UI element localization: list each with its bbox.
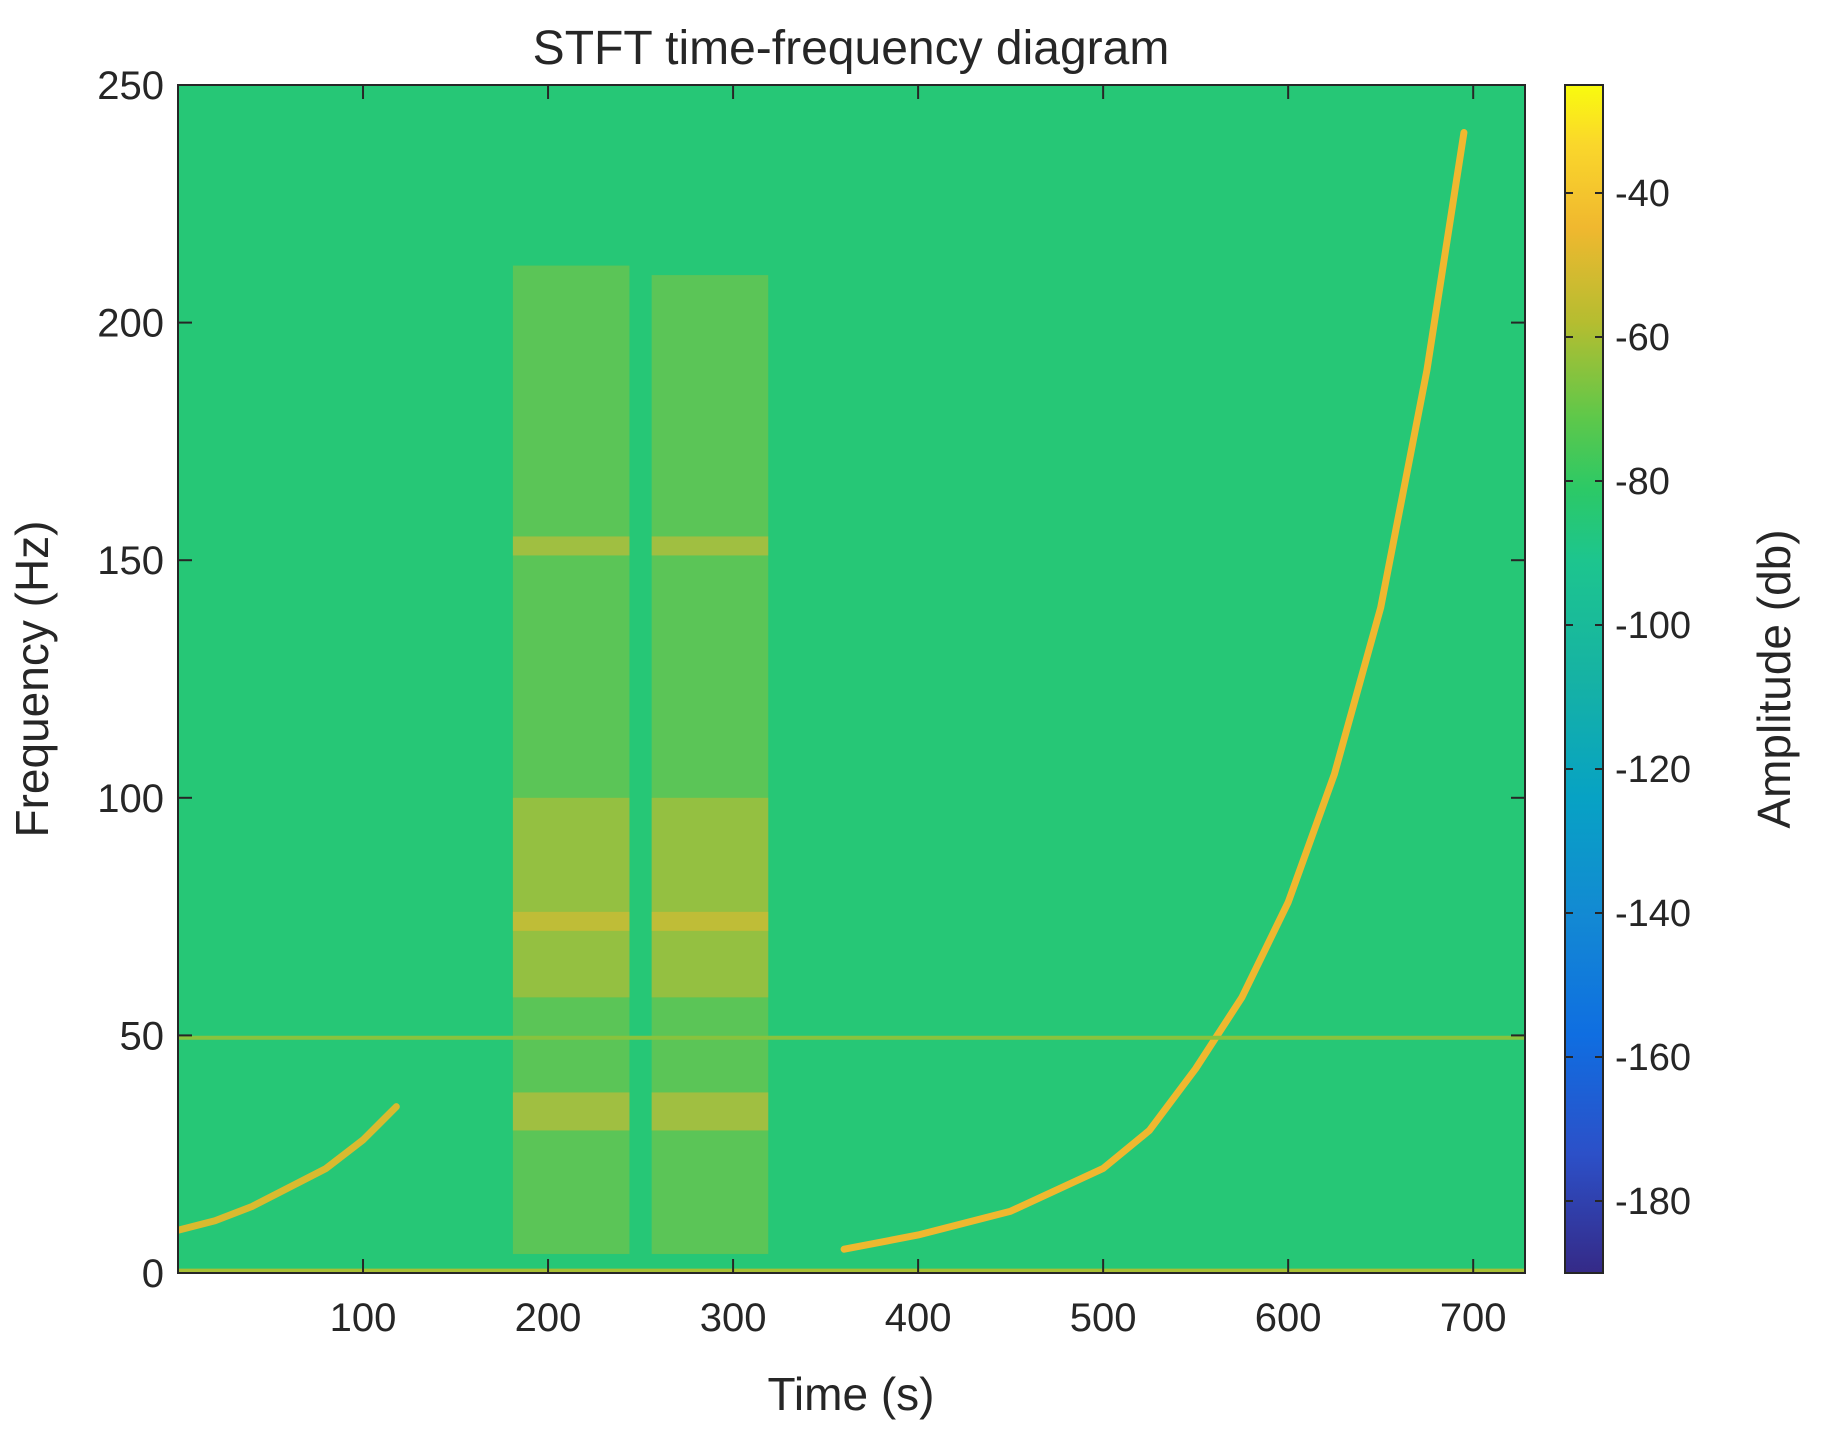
colorbar-tick-label: -140 [1615,893,1691,935]
colorbar-tick-label: -120 [1615,749,1691,791]
colorbar-tick-label: -40 [1615,173,1670,215]
y-axis-label: Frequency (Hz) [6,521,58,838]
x-tick-label: 100 [330,1296,397,1340]
energy-block-10 [512,536,630,556]
spectrogram-features [178,129,1525,1273]
chirp-trace-1 [840,129,1468,1253]
energy-block-9 [651,1092,769,1131]
y-tick-label: 50 [120,1014,165,1058]
colorbar-tick-label: -80 [1615,461,1670,503]
colorbar-tick-label: -180 [1615,1181,1691,1223]
energy-block-11 [651,536,769,556]
colorbar-ticks: -40 -60 -80 -100 -120 -140 -160 -180 [1565,173,1691,1223]
x-tick-label: 700 [1440,1296,1507,1340]
x-tick-label: 400 [885,1296,952,1340]
colorbar-tick-label: -160 [1615,1037,1691,1079]
energy-block-7 [651,797,769,998]
plot-area: 100 200 300 400 500 600 700 0 50 100 150 200 250 [97,64,1526,1340]
energy-block-12 [512,911,630,931]
energy-block-13 [651,911,769,931]
energy-block-8 [512,1092,630,1131]
energy-block-5 [651,275,769,1254]
chirp-trace-0 [178,1103,400,1234]
energy-block-4 [512,265,630,1254]
y-tick-label: 200 [97,302,164,346]
x-tick-label: 300 [700,1296,767,1340]
x-axis-label: Time (s) [768,1368,935,1420]
y-tick-label: 150 [97,539,164,583]
y-tick-label: 100 [97,777,164,821]
y-axis-ticks: 0 50 100 150 200 250 [97,64,1525,1296]
colorbar-tick-label: -60 [1615,317,1670,359]
x-tick-label: 500 [1070,1296,1137,1340]
colorbar: -40 -60 -80 -100 -120 -140 -160 -180 [1564,84,1691,1274]
colorbar-label: Amplitude (db) [1748,529,1800,828]
x-tick-label: 600 [1255,1296,1322,1340]
plot-frame [177,84,1526,1274]
colorbar-gradient [1565,85,1603,1273]
colorbar-tick-label: -100 [1615,605,1691,647]
plot-background [178,85,1525,1273]
y-tick-label: 250 [97,64,164,108]
x-tick-label: 200 [515,1296,582,1340]
colorbar-frame [1564,84,1604,1274]
y-tick-label: 0 [142,1252,164,1296]
chart-title: STFT time-frequency diagram [533,22,1170,75]
energy-block-6 [512,797,630,998]
x-axis-ticks: 100 200 300 400 500 600 700 [330,85,1507,1340]
